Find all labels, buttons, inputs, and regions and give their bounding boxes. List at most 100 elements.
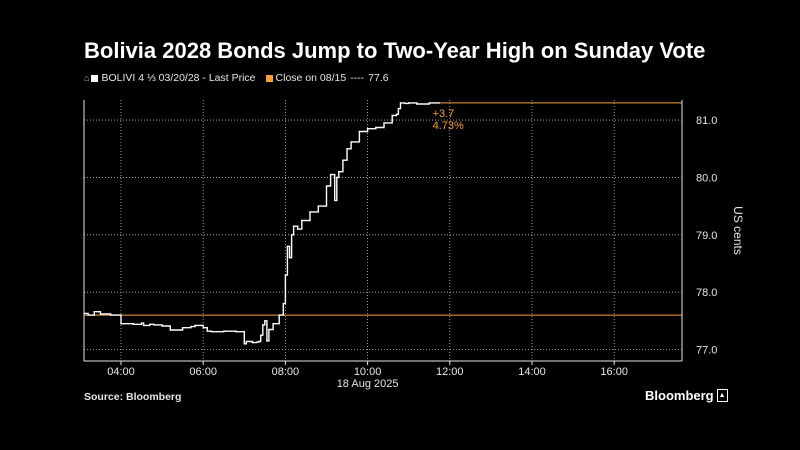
x-tick-label: 14:00	[518, 366, 546, 378]
legend-close-label: Close on 08/15	[275, 72, 347, 84]
annotation-layer: +3.74.73%	[433, 108, 464, 132]
x-tick-label: 12:00	[436, 366, 464, 378]
series-point	[142, 324, 145, 327]
series-point	[235, 331, 237, 333]
series-point	[182, 327, 184, 329]
series-point	[438, 102, 441, 104]
series-point	[256, 341, 258, 343]
series-point	[264, 320, 266, 322]
series-point	[397, 108, 400, 110]
x-tick-label: 08:00	[272, 366, 300, 378]
series-point	[282, 303, 284, 305]
series-point	[190, 325, 192, 328]
y-tick-label: 77.0	[696, 345, 717, 357]
series-point	[366, 128, 369, 130]
series-point	[132, 323, 134, 325]
series-point	[309, 211, 311, 213]
series-line	[84, 102, 440, 345]
series-point	[99, 313, 102, 315]
y-axis-label: US cents	[731, 206, 745, 255]
series-point	[350, 141, 352, 143]
series-layer	[83, 102, 441, 345]
series-point	[260, 334, 262, 336]
y-tick-label: 79.0	[696, 230, 717, 242]
series-point	[329, 173, 332, 176]
series-point	[301, 219, 303, 222]
series-point	[266, 340, 268, 342]
y-tick-label: 78.0	[696, 287, 717, 299]
series-point	[408, 102, 410, 104]
legend-series: ⌂ BOLIVI 4 ⅓ 03/20/28 - Last Price	[84, 72, 256, 84]
series-point	[288, 257, 291, 259]
series-point	[140, 322, 143, 324]
change-annotation: +3.7	[433, 108, 455, 120]
series-point	[358, 130, 360, 133]
series-point	[338, 171, 340, 173]
series-point	[272, 323, 274, 325]
brand-text: Bloomberg	[645, 388, 714, 403]
series-point	[153, 324, 155, 326]
series-point	[120, 323, 122, 325]
series-point	[293, 225, 295, 227]
series-point	[268, 328, 270, 331]
chart-legend: ⌂ BOLIVI 4 ⅓ 03/20/28 - Last Price Close…	[84, 72, 399, 84]
x-tick-label: 16:00	[600, 366, 628, 378]
series-point	[325, 185, 328, 187]
series-point	[223, 330, 225, 332]
series-point	[243, 343, 245, 345]
pin-icon: ⌂	[84, 73, 90, 83]
series-point	[428, 102, 430, 104]
series-point	[93, 311, 95, 313]
reference-lines-layer	[84, 102, 682, 316]
legend-swatch-series	[91, 74, 99, 82]
series-point	[391, 114, 393, 117]
series-point	[334, 199, 336, 201]
series-point	[286, 245, 289, 247]
series-point	[169, 329, 171, 331]
x-tick-label: 04:00	[107, 366, 135, 378]
source-note: Source: Bloomberg	[84, 391, 182, 403]
brand-logo: Bloomberg ▲	[645, 388, 728, 403]
series-point	[110, 314, 112, 316]
series-point	[262, 324, 264, 326]
series-point	[297, 228, 299, 230]
series-point	[403, 102, 406, 105]
legend-series-label: BOLIVI 4 ⅓ 03/20/28 - Last Price	[101, 72, 256, 84]
x-tick-label: 10:00	[354, 366, 382, 378]
series-point	[342, 159, 344, 161]
series-point	[194, 324, 196, 327]
chart-title: Bolivia 2028 Bonds Jump to Two-Year High…	[84, 38, 706, 63]
series-point	[202, 327, 204, 329]
axis-layer: 77.0 78.0 79.0 80.0 81.0 04:00 06:00 08:00 10:00…	[83, 100, 745, 390]
percent-change-annotation: 4.73%	[433, 120, 464, 132]
series-point	[395, 113, 397, 115]
legend-close: Close on 08/15 ---- 77.6	[265, 72, 389, 84]
series-point	[87, 314, 89, 316]
series-point	[284, 274, 286, 276]
grid-layer	[84, 100, 682, 361]
series-point	[245, 340, 247, 343]
series-point	[399, 102, 402, 104]
series-point	[251, 342, 254, 344]
legend-close-value: 77.6	[368, 72, 389, 84]
series-point	[346, 148, 348, 150]
series-point	[119, 314, 121, 316]
series-point	[416, 103, 418, 105]
series-point	[336, 176, 338, 179]
y-tick-label: 80.0	[696, 172, 717, 184]
x-axis-label: 18 Aug 2025	[337, 378, 399, 390]
series-point	[149, 323, 151, 325]
y-tick-label: 81.0	[696, 115, 717, 127]
bloomberg-icon: ▲	[716, 389, 728, 402]
series-point	[383, 122, 385, 124]
x-tick-label: 06:00	[189, 366, 217, 378]
series-point	[375, 126, 377, 129]
series-point	[210, 331, 213, 333]
series-point	[206, 330, 208, 332]
series-point	[278, 314, 280, 316]
series-point	[290, 234, 293, 236]
series-point	[317, 205, 319, 207]
series-point	[258, 340, 260, 343]
series-point	[161, 325, 163, 327]
